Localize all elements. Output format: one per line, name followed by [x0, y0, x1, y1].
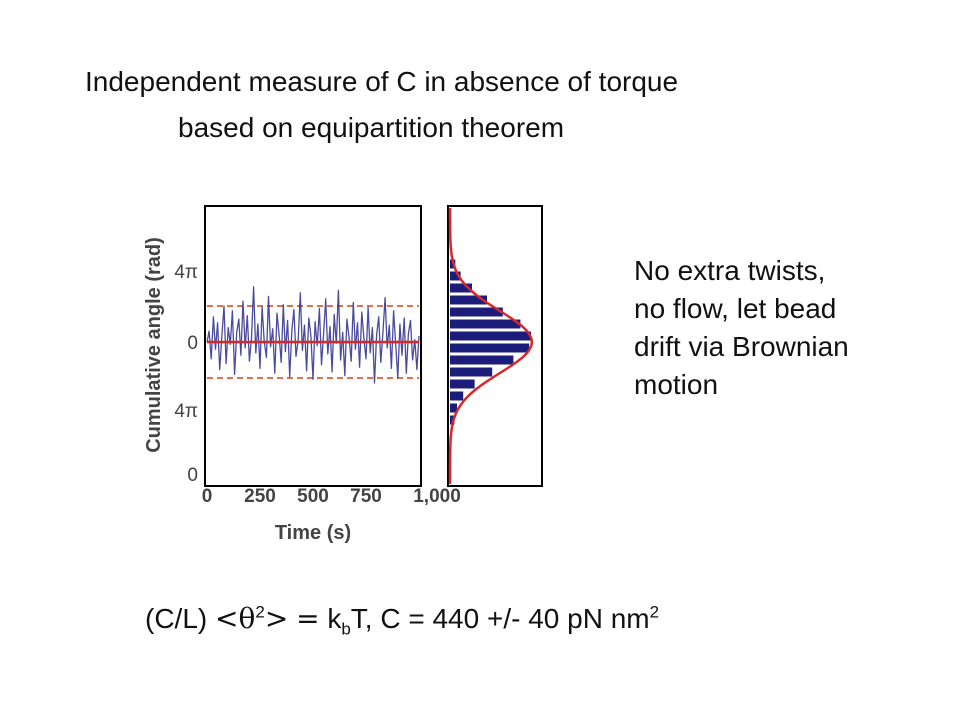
description-line: No extra twists,: [634, 255, 826, 286]
x-axis-label: Time (s): [275, 522, 351, 544]
trace-panel: [204, 205, 422, 487]
x-tick-label: 1,000: [413, 486, 461, 507]
y-tick-label: 4π: [174, 262, 198, 283]
theta-exponent: 2: [255, 602, 265, 622]
x-tick-label: 0: [202, 486, 213, 507]
cumulative-angle-figure: 4π 0 4π 0 0 250 500 750 1,000 Cumulative angle …: [143, 205, 543, 544]
histogram-bar: [450, 367, 493, 377]
y-tick-label: 4π: [174, 401, 198, 422]
x-tick-label: 500: [297, 486, 329, 507]
formula-prefix: (C/L): [145, 603, 208, 634]
x-tick-labels: 0 250 500 750 1,000: [202, 486, 461, 507]
histogram-bar: [450, 331, 531, 341]
histogram-bar: [450, 415, 455, 425]
histogram-bar: [450, 343, 530, 353]
formula-result: T, C = 440 +/- 40 pN nm: [350, 603, 650, 634]
histogram-bar: [450, 283, 472, 293]
histogram-bar: [450, 379, 475, 389]
y-tick-labels: 4π 0 4π 0: [174, 262, 198, 486]
x-tick-label: 250: [244, 486, 276, 507]
experiment-description: No extra twists, no flow, let bead drift…: [634, 252, 849, 404]
boltzmann-k: k: [327, 603, 342, 634]
histogram-bar: [450, 403, 457, 413]
slide-title-line-1: Independent measure of C in absence of t…: [85, 66, 679, 97]
x-tick-label: 750: [350, 486, 382, 507]
histogram-bar: [450, 319, 521, 329]
slide-title-line-2: based on equipartition theorem: [178, 112, 565, 143]
description-line: drift via Brownian: [634, 331, 849, 362]
equals-sign: =: [296, 602, 320, 635]
angle-trace-line: [206, 286, 420, 384]
y-tick-label: 0: [187, 465, 198, 486]
theta-symbol: θ: [238, 602, 256, 635]
boltzmann-subscript: b: [341, 619, 351, 639]
trace-panel-frame: [204, 205, 422, 487]
description-line: no flow, let bead: [634, 293, 837, 324]
description-line: motion: [634, 369, 719, 400]
y-axis-label: Cumulative angle (rad): [143, 237, 165, 453]
histogram-bar: [450, 307, 503, 317]
equipartition-formula: (C/L) <θ2> = kbT, C = 440 +/- 40 pN nm2: [145, 602, 659, 640]
y-tick-label: 0: [187, 333, 198, 354]
angle-bracket-open: <: [215, 602, 239, 635]
gaussian-fit-curve: [448, 208, 534, 484]
histogram-bar: [450, 295, 487, 305]
histogram-bar: [450, 355, 514, 365]
histogram-bar: [450, 391, 464, 401]
histogram-bar: [450, 271, 461, 281]
angle-bracket-close: >: [264, 602, 289, 635]
unit-exponent: 2: [649, 602, 660, 622]
